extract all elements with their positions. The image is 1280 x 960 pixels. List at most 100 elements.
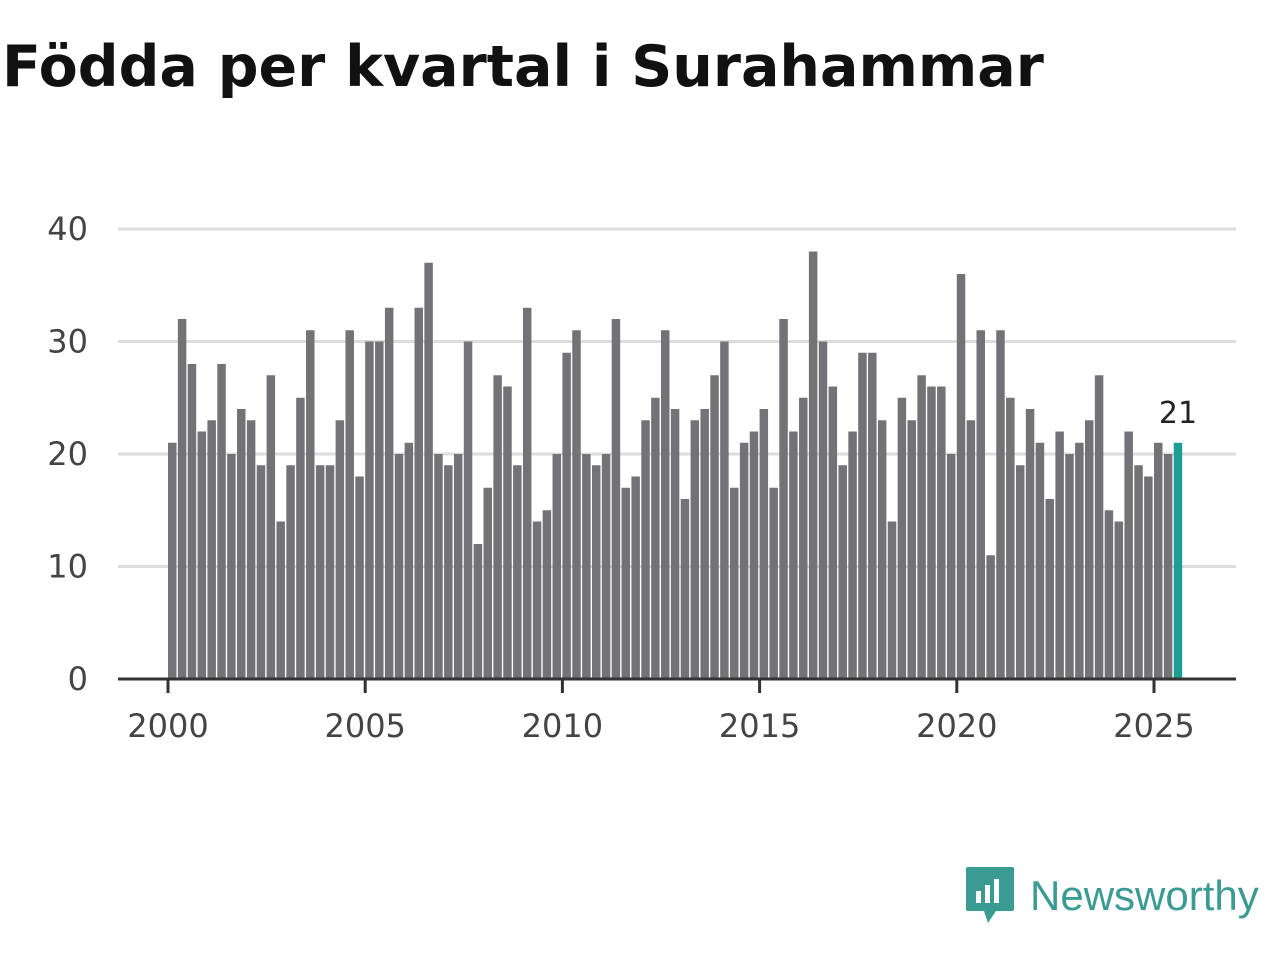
bar-2021-q3 [1015, 465, 1025, 679]
bar-2023-q2 [1084, 420, 1094, 679]
chart-title: Födda per kvartal i Surahammar [2, 34, 1044, 100]
bar-2024-q4 [1144, 476, 1153, 679]
bar-2018-q2 [887, 521, 897, 679]
bar-2022-q2 [1045, 499, 1055, 679]
bar-2012-q3 [661, 330, 670, 679]
data-labels: 21 [1159, 396, 1197, 431]
bar-2015-q1 [759, 409, 769, 679]
x-axis [118, 677, 1236, 693]
bar-2020-q3 [976, 330, 985, 679]
x-tick-label-2020: 2020 [916, 707, 997, 745]
bar-2020-q1 [956, 274, 966, 679]
bar-2003-q2 [296, 397, 305, 679]
bar-2007-q4 [473, 544, 483, 679]
bar-2024-q2 [1124, 431, 1133, 679]
bar-2023-q3 [1094, 375, 1104, 679]
bar-2000-q2 [177, 319, 187, 679]
bar-2004-q4 [355, 476, 364, 679]
bar-2021-q2 [1006, 397, 1015, 679]
bar-2008-q2 [493, 375, 502, 679]
bar-2000-q4 [197, 431, 207, 679]
bar-2009-q2 [532, 521, 542, 679]
bar-2006-q2 [414, 307, 423, 679]
bar-2002-q1 [246, 420, 256, 679]
bar-2014-q3 [739, 442, 749, 679]
bar-2018-q3 [897, 397, 907, 679]
bar-2008-q1 [483, 487, 492, 679]
bar-2016-q4 [828, 386, 838, 679]
bar-2005-q4 [394, 454, 404, 679]
bar-2004-q1 [325, 465, 335, 679]
x-tick-label-2000: 2000 [127, 707, 208, 745]
bar-chart: 0 10 20 30 40 2000 2005 2010 2015 2020 2025 21 [47, 210, 1236, 745]
bar-2019-q2 [927, 386, 936, 679]
bar-2010-q1 [562, 352, 571, 679]
bar-2003-q1 [286, 465, 295, 679]
bar-2015-q4 [789, 431, 798, 679]
bar-2012-q1 [641, 420, 650, 679]
bar-2011-q4 [631, 476, 640, 679]
bar-2024-q3 [1134, 465, 1143, 679]
bar-2005-q1 [365, 341, 374, 679]
logo-text: Newsworthy [1030, 872, 1259, 919]
x-axis-tick-labels: 2000 2005 2010 2015 2020 2025 [127, 707, 1194, 745]
bar-2001-q2 [217, 364, 226, 679]
x-tick-label-2005: 2005 [324, 707, 405, 745]
bar-2021-q1 [996, 330, 1005, 679]
last-value-label: 21 [1159, 396, 1197, 431]
bar-2016-q3 [818, 341, 828, 679]
bar-2001-q3 [227, 454, 236, 679]
bar-2018-q4 [907, 420, 916, 679]
bar-2017-q1 [838, 465, 847, 679]
bar-2019-q1 [917, 375, 926, 679]
bar-2021-q4 [1025, 409, 1035, 679]
x-tick-label-2010: 2010 [522, 707, 603, 745]
bar-2008-q4 [513, 465, 522, 679]
newsworthy-chart-icon [966, 867, 1014, 923]
bar-2004-q2 [335, 420, 345, 679]
bar-2011-q1 [601, 454, 611, 679]
bar-2023-q4 [1104, 510, 1114, 679]
bar-2009-q1 [522, 307, 532, 679]
bar-2006-q1 [404, 442, 414, 679]
bar-2016-q1 [799, 397, 808, 679]
bar-2022-q4 [1065, 454, 1074, 679]
bar-2024-q1 [1114, 521, 1124, 679]
bar-2007-q1 [444, 465, 453, 679]
bar-2003-q3 [306, 330, 315, 679]
bar-2010-q4 [591, 465, 601, 679]
bar-2005-q3 [384, 307, 394, 679]
bar-2002-q2 [256, 465, 266, 679]
y-axis-tick-labels: 0 10 20 30 40 [47, 210, 88, 698]
bar-2013-q2 [690, 420, 700, 679]
bar-2019-q3 [937, 386, 946, 679]
bar-2013-q3 [700, 409, 709, 679]
bar-2018-q1 [877, 420, 887, 679]
bar-2001-q4 [237, 409, 246, 679]
bar-2009-q3 [542, 510, 552, 679]
bar-2011-q3 [621, 487, 631, 679]
y-tick-label-0: 0 [68, 660, 88, 698]
bar-2019-q4 [946, 454, 956, 679]
bar-2017-q4 [868, 352, 877, 679]
bar-2017-q2 [848, 431, 857, 679]
bar-2004-q3 [345, 330, 354, 679]
bar-2007-q3 [463, 341, 473, 679]
bar-2025-q3 [1173, 442, 1183, 679]
bar-2012-q4 [670, 409, 680, 679]
y-tick-label-30: 30 [47, 323, 88, 361]
bar-2015-q3 [779, 319, 788, 679]
y-tick-label-10: 10 [47, 548, 88, 586]
bar-2006-q3 [424, 262, 433, 679]
bar-2010-q2 [572, 330, 581, 679]
bar-2003-q4 [315, 465, 325, 679]
bar-2022-q1 [1035, 442, 1045, 679]
bar-2023-q1 [1075, 442, 1084, 679]
bar-2007-q2 [453, 454, 463, 679]
bar-2000-q1 [168, 442, 177, 679]
bar-2022-q3 [1055, 431, 1064, 679]
bar-2005-q2 [375, 341, 384, 679]
bar-2016-q2 [808, 251, 818, 679]
bar-2014-q1 [720, 341, 729, 679]
